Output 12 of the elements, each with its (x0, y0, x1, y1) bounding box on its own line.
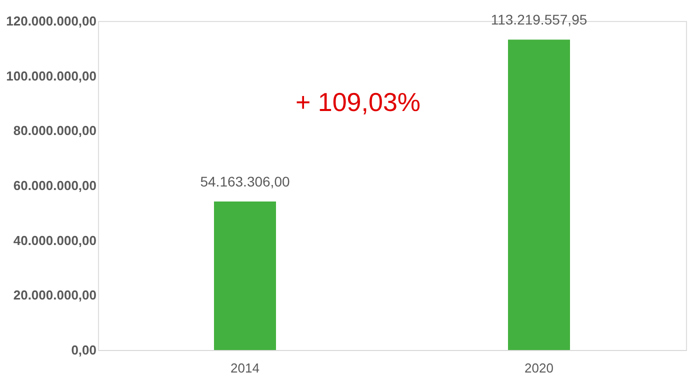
y-tick-label: 0,00 (71, 342, 96, 358)
y-tick-label: 100.000.000,00 (6, 68, 96, 84)
data-label: 54.163.306,00 (200, 174, 290, 190)
data-label: 113.219.557,95 (490, 12, 588, 28)
y-tick-label: 120.000.000,00 (6, 14, 96, 28)
y-tick-label: 20.000.000,00 (13, 288, 96, 303)
y-tick-label: 80.000.000,00 (13, 123, 96, 138)
x-tick-label: 2020 (524, 360, 554, 376)
annotation: + 109,03% (295, 87, 421, 117)
y-tick-label: 60.000.000,00 (13, 178, 96, 193)
y-tick-label: 40.000.000,00 (13, 232, 96, 248)
x-tick-label: 2014 (230, 360, 260, 376)
